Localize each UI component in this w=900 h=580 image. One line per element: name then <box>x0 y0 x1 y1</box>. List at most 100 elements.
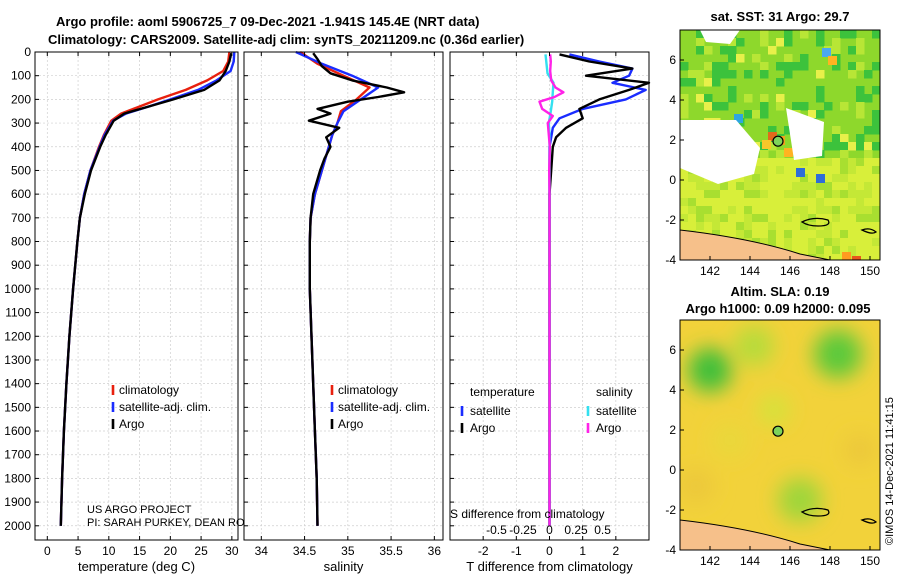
map-title: Altim. SLA: 0.19 <box>731 284 830 299</box>
sst-cell <box>848 198 857 207</box>
map-x-tick-label: 142 <box>700 554 720 568</box>
y-tick-label: 800 <box>11 235 31 249</box>
sst-cell <box>680 190 689 199</box>
sst-cell <box>824 174 833 183</box>
sst-cell <box>808 190 817 199</box>
sst-cell <box>832 142 841 151</box>
sla-anomaly-blob <box>712 422 748 458</box>
map-y-tick-label: 2 <box>669 133 676 147</box>
sst-cell <box>832 126 841 135</box>
series-line-argo <box>307 52 406 526</box>
sst-cell <box>816 86 825 95</box>
sst-cell <box>856 110 865 119</box>
sst-cell <box>752 166 761 175</box>
map-x-tick-label: 150 <box>860 554 880 568</box>
sst-cell <box>752 110 761 119</box>
sst-cell <box>808 198 817 207</box>
sst-cell <box>768 166 777 175</box>
sst-cell <box>808 174 817 183</box>
sst-cell <box>848 230 857 239</box>
sst-cell <box>768 222 777 231</box>
sst-cell <box>864 198 873 207</box>
sst-cell <box>792 246 801 255</box>
sst-cell <box>688 222 697 231</box>
sst-cell <box>856 182 865 191</box>
plot-area <box>35 52 238 540</box>
land-coast <box>680 519 831 550</box>
profile-panel-salinity: 34 34.5 35 35.5 36 salinity climatology satelli… <box>243 50 444 574</box>
map-x-tick-label: 142 <box>700 264 720 278</box>
y-tick-label: 0 <box>24 45 31 59</box>
sst-nodata-region <box>680 120 760 184</box>
sst-cell <box>784 30 793 39</box>
sst-cell <box>768 214 777 223</box>
sla-anomaly-blob <box>814 330 862 378</box>
sst-cell <box>872 30 880 39</box>
x-tick-label: 2 <box>612 544 619 558</box>
sst-cell <box>744 110 753 119</box>
sst-cell <box>800 190 809 199</box>
top-tick-label: 0.25 <box>564 523 588 537</box>
sst-cell <box>784 198 793 207</box>
sst-cell <box>792 230 801 239</box>
sst-cell <box>864 254 873 260</box>
map-y-tick-label: -2 <box>665 213 676 227</box>
sst-cell <box>736 190 745 199</box>
sst-cell <box>824 190 833 199</box>
sst-cell <box>744 230 753 239</box>
map-subtitle: Argo h1000: 0.09 h2000: 0.095 <box>686 301 871 316</box>
sst-cell <box>856 46 865 55</box>
map-x-tick-label: 146 <box>780 554 800 568</box>
map-y-tick-label: 4 <box>669 383 676 397</box>
sst-cell <box>768 126 777 135</box>
sst-cell <box>808 166 817 175</box>
sst-cell <box>856 238 865 247</box>
sst-cell <box>856 190 865 199</box>
sst-cell <box>784 158 793 167</box>
sst-cell <box>864 230 873 239</box>
sst-cell <box>776 166 785 175</box>
sla-anomaly-blob <box>688 348 732 392</box>
top-tick-label: 0 <box>546 523 553 537</box>
sst-nodata-region <box>786 108 824 160</box>
sst-cell <box>792 174 801 183</box>
sst-cell <box>736 206 745 215</box>
y-tick-label: 2000 <box>4 519 31 533</box>
x-tick-label: 36 <box>428 544 442 558</box>
legend-entry: Argo <box>119 417 145 431</box>
sst-cell <box>856 38 865 47</box>
sst-cell <box>680 78 689 87</box>
y-tick-label: 1500 <box>4 400 31 414</box>
sst-cell <box>872 246 880 255</box>
sst-anomaly-cell <box>796 168 805 177</box>
sst-cell <box>800 206 809 215</box>
sst-cell <box>832 190 841 199</box>
sst-cell <box>680 102 689 111</box>
sst-cell <box>864 70 873 79</box>
sst-field <box>680 30 880 260</box>
sst-cell <box>784 62 793 71</box>
sst-cell <box>736 222 745 231</box>
x-tick-label: 30 <box>225 544 239 558</box>
sst-cell <box>864 158 873 167</box>
sla-anomaly-blob <box>844 434 876 466</box>
sst-cell <box>704 190 713 199</box>
sst-cell <box>744 174 753 183</box>
sst-cell <box>720 222 729 231</box>
sst-cell <box>832 46 841 55</box>
sst-cell <box>816 198 825 207</box>
land-coast <box>680 229 831 260</box>
sla-blobs <box>680 326 876 522</box>
sst-cell <box>848 62 857 71</box>
map-y-tick-label: 0 <box>669 173 676 187</box>
sst-cell <box>784 214 793 223</box>
map-frame <box>679 319 881 551</box>
sst-cell <box>824 254 833 260</box>
sst-cell <box>816 70 825 79</box>
sst-cell <box>848 174 857 183</box>
y-tick-label: 1000 <box>4 282 31 296</box>
plot-area <box>244 52 443 540</box>
sst-cell <box>688 70 697 79</box>
sla-anomaly-blob <box>778 478 822 522</box>
